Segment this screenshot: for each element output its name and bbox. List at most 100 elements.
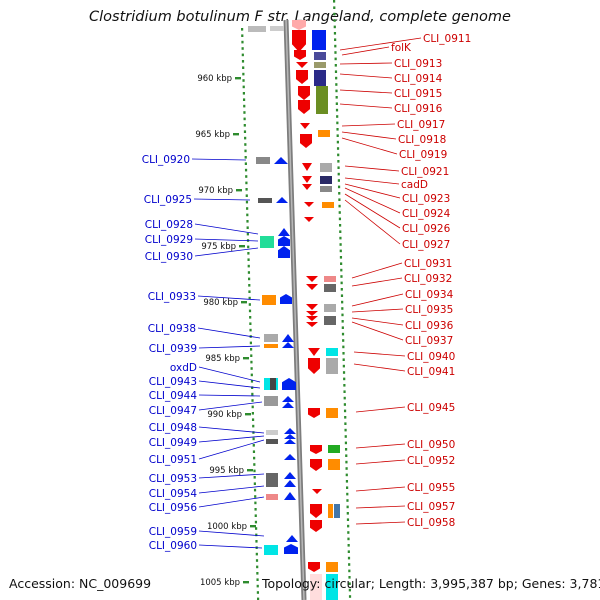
scale-label: 990 kbp (207, 410, 242, 420)
left-ruler-dot (256, 565, 259, 569)
gene-arrow (274, 157, 288, 164)
gene-arrow (298, 86, 310, 100)
left-ruler-dot (251, 392, 254, 396)
gene-label-left: CLI_0928 (145, 219, 193, 231)
gene-arrow (302, 184, 312, 190)
right-ruler-dot (339, 249, 342, 253)
label-leader (355, 521, 406, 525)
gene-label-left: CLI_0960 (149, 540, 197, 552)
right-ruler-dot (344, 448, 348, 451)
left-ruler-dot (245, 181, 248, 185)
gene-arrow (308, 358, 320, 374)
label-leader (339, 37, 422, 51)
gene-box (324, 316, 336, 325)
gene-tracks (248, 20, 340, 600)
label-leader (198, 394, 261, 397)
right-ruler-dot (337, 185, 341, 189)
left-ruler-dot (241, 53, 244, 57)
gene-label-left: CLI_0949 (149, 437, 197, 449)
gene-arrow (284, 544, 298, 554)
left-ruler-dot (254, 520, 258, 524)
gene-box (266, 473, 278, 487)
left-ruler-dot (256, 572, 259, 575)
gene-box (260, 236, 274, 248)
right-ruler-dot (343, 403, 346, 406)
gene-label-left: CLI_0933 (148, 291, 196, 303)
backbone-highlight (285, 19, 305, 600)
label-leader (198, 345, 261, 349)
gene-label-right: CLI_0913 (394, 58, 442, 70)
right-ruler-dot (333, 12, 336, 16)
left-ruler-dot (256, 597, 260, 600)
gene-labels: CLI_0920 CLI_0925 CLI_0928 CLI_0929 CLI_0930… (142, 33, 472, 552)
gene-arrow (306, 304, 318, 310)
right-ruler-dot (335, 108, 339, 112)
label-leader (197, 327, 261, 339)
right-ruler-dot (333, 19, 336, 22)
gene-arrow (300, 134, 312, 148)
left-ruler-dot (241, 47, 244, 50)
gene-box (266, 430, 278, 435)
gene-arrow (308, 348, 320, 356)
gene-label-right: CLI_0945 (407, 402, 455, 414)
right-ruler-dot (337, 153, 340, 157)
right-ruler-dot (346, 505, 349, 509)
gene-arrow (300, 123, 310, 129)
gene-label-left: CLI_0947 (149, 405, 197, 417)
right-ruler-dot (348, 595, 352, 598)
left-ruler-dot (255, 533, 258, 537)
label-leader (194, 238, 259, 242)
left-ruler-dot (246, 232, 249, 236)
left-ruler-dot (248, 277, 251, 281)
right-ruler-dot (338, 224, 342, 227)
scale-label: 965 kbp (195, 130, 230, 140)
gene-box (316, 86, 328, 100)
right-ruler-dot (341, 313, 344, 317)
left-ruler-dot (244, 136, 247, 140)
right-ruler-dot (334, 44, 337, 48)
right-ruler-dot (339, 230, 342, 233)
scale-label: 995 kbp (209, 466, 244, 476)
left-ruler-dot (243, 111, 246, 114)
left-ruler-dot (246, 226, 249, 229)
gene-label-left: CLI_0939 (149, 343, 197, 355)
scale-tick (243, 581, 249, 584)
label-leader (198, 401, 263, 411)
left-ruler-dot (251, 418, 255, 421)
right-ruler-dot (342, 339, 345, 342)
gene-arrow (284, 492, 296, 500)
gene-label-left: CLI_0954 (149, 488, 198, 500)
right-ruler-dot (342, 345, 345, 349)
label-leader (351, 317, 404, 326)
gene-arrow (308, 408, 320, 418)
left-ruler-dot (245, 194, 248, 197)
right-ruler-dot (346, 518, 350, 521)
label-leader (198, 473, 265, 479)
right-ruler-dot (342, 358, 345, 361)
gene-box (334, 504, 340, 518)
gene-arrow (284, 472, 296, 479)
scale-tick (247, 469, 253, 472)
gene-box (314, 70, 326, 86)
gene-arrow (296, 70, 308, 84)
right-ruler-dot (346, 512, 349, 515)
left-ruler-dot (245, 175, 248, 178)
label-leader (344, 177, 400, 185)
gene-label-left: CLI_0948 (149, 422, 197, 434)
right-ruler-dot (336, 115, 339, 118)
gene-box (310, 574, 322, 600)
label-leader (344, 187, 401, 214)
left-ruler-dot (244, 156, 247, 159)
right-ruler-dot (348, 582, 351, 585)
scale-label: 980 kbp (203, 298, 238, 308)
scale-tick (245, 413, 251, 416)
gene-box (326, 348, 338, 356)
left-ruler-dot (250, 367, 253, 370)
right-ruler-dot (344, 441, 348, 445)
gene-label-right: CLI_0957 (407, 501, 455, 513)
scale-label: 975 kbp (201, 242, 236, 252)
gene-box (248, 26, 266, 32)
left-ruler-dot (244, 162, 247, 165)
gene-arrow (310, 504, 322, 518)
right-ruler-dot (341, 307, 344, 310)
